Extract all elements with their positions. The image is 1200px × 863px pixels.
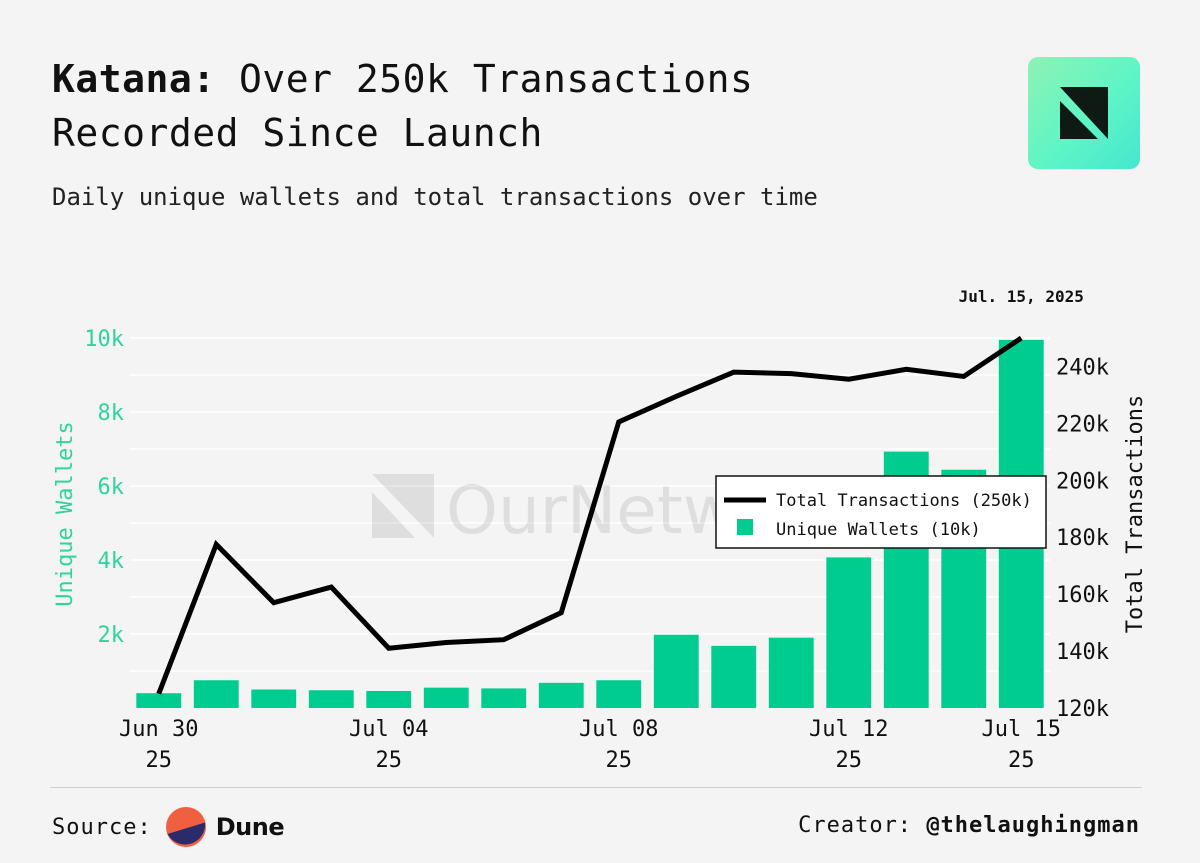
footer-divider xyxy=(50,787,1142,788)
right-tick-label: 120k xyxy=(1056,697,1109,722)
bar xyxy=(653,634,699,708)
x-tick-year-label: 25 xyxy=(1008,748,1035,773)
right-tick-label: 200k xyxy=(1056,469,1109,494)
bar xyxy=(366,690,412,708)
dune-logo-icon xyxy=(165,807,206,847)
bar xyxy=(481,688,527,708)
bar xyxy=(251,689,297,708)
bar xyxy=(538,682,584,708)
right-tick-label: 140k xyxy=(1056,640,1109,665)
right-axis: 120k 140k 160k 180k 200k 220k 240k Total Transa… xyxy=(1056,355,1148,722)
line-series xyxy=(156,335,1023,695)
left-tick-label: 4k xyxy=(98,549,125,574)
x-tick-year-label: 25 xyxy=(146,748,173,773)
footer-source: Source: Dune xyxy=(52,807,285,847)
x-tick-year-label: 25 xyxy=(606,748,633,773)
left-tick-label: 6k xyxy=(98,475,125,500)
bar xyxy=(423,687,469,708)
right-tick-label: 240k xyxy=(1056,355,1109,380)
x-tick-label: Jul 04 xyxy=(349,717,428,742)
x-tick-year-label: 25 xyxy=(376,748,403,773)
bar xyxy=(308,690,354,708)
right-tick-label: 180k xyxy=(1056,526,1109,551)
ournetwork-logo-icon xyxy=(1060,87,1108,139)
bar xyxy=(711,645,757,708)
ournetwork-logo xyxy=(1028,57,1140,169)
bar xyxy=(193,680,239,708)
x-tick-year-label: 25 xyxy=(836,748,863,773)
bar-series xyxy=(136,339,1044,708)
legend: Total Transactions (250k) Unique Wallets … xyxy=(715,475,1047,549)
left-tick-label: 2k xyxy=(98,623,125,648)
watermark-logo-icon xyxy=(372,474,434,538)
x-tick-label: Jun 30 xyxy=(119,717,198,742)
subtitle: Daily unique wallets and total transacti… xyxy=(52,183,818,211)
left-tick-label: 10k xyxy=(84,327,124,352)
x-axis: Jun 30 25 Jul 04 25 Jul 08 25 Jul 12 25 Jul 15 25 xyxy=(119,717,1061,773)
legend-label-wallets: Unique Wallets (10k) xyxy=(776,520,981,540)
legend-bar-swatch xyxy=(737,519,753,535)
footer-creator: Creator: @thelaughingman xyxy=(798,813,1140,838)
title-bold: Katana: xyxy=(52,57,216,101)
bar xyxy=(136,693,182,708)
source-label: Source: xyxy=(52,814,152,840)
bar xyxy=(768,637,814,708)
bar xyxy=(596,680,642,708)
header: Katana: Over 250k Transactions Recorded … xyxy=(52,52,872,214)
title-rest: Over 250k Transactions Recorded Since La… xyxy=(52,57,754,155)
legend-label-transactions: Total Transactions (250k) xyxy=(776,491,1032,511)
legend-box xyxy=(715,475,1047,549)
page-title: Katana: Over 250k Transactions Recorded … xyxy=(52,52,872,160)
creator-label: Creator: xyxy=(798,813,913,838)
watermark-logo-icon xyxy=(372,492,415,538)
left-axis: 2k 4k 6k 8k 10k Unique Wallets xyxy=(53,327,124,648)
source-name: Dune xyxy=(215,813,285,841)
creator-handle: @thelaughingman xyxy=(926,813,1140,838)
right-tick-label: 220k xyxy=(1056,412,1109,437)
left-tick-label: 8k xyxy=(98,401,125,426)
right-axis-label: Total Transactions xyxy=(1123,395,1148,633)
right-tick-label: 160k xyxy=(1056,583,1109,608)
x-tick-label: Jul 15 xyxy=(982,717,1061,742)
x-tick-label: Jul 12 xyxy=(809,717,888,742)
left-axis-label: Unique Wallets xyxy=(53,421,78,606)
x-tick-label: Jul 08 xyxy=(579,717,658,742)
annotation-label: Jul. 15, 2025 xyxy=(959,287,1084,306)
bar xyxy=(826,557,872,708)
